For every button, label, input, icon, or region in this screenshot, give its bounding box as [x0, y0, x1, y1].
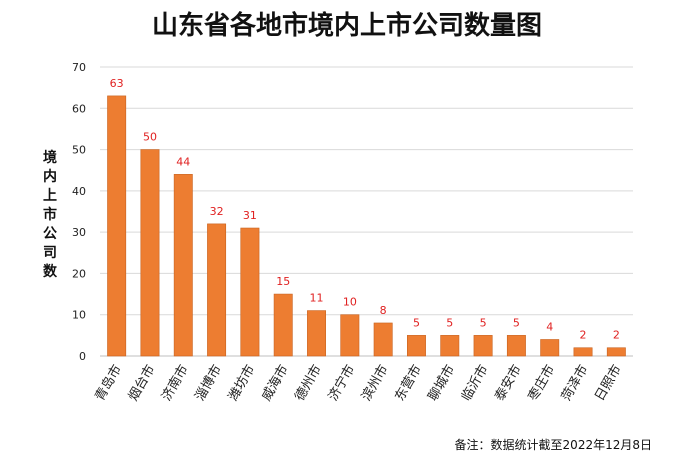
- x-tick-label: 潍坊市: [225, 362, 258, 404]
- data-label: 63: [110, 77, 124, 90]
- bar: [173, 174, 193, 357]
- bar: [273, 293, 293, 357]
- x-axis-labels: 青岛市 烟台市 济南市 淄博市 潍坊市 威海市 德州市 济宁市 滨州市 东营市 聊城市 临沂市 泰安市枣…: [92, 362, 625, 404]
- x-tick-label: 东营市: [392, 362, 425, 404]
- bar: [107, 95, 127, 357]
- x-tick-label: 烟台市: [125, 362, 158, 404]
- data-label: 2: [580, 329, 587, 342]
- x-tick-label: 滨州市: [358, 362, 391, 404]
- bar: [373, 322, 393, 357]
- data-label: 50: [143, 131, 157, 144]
- y-tick-label: 70: [72, 61, 86, 74]
- x-tick-label: 临沂市: [458, 362, 491, 404]
- bar: [473, 335, 493, 357]
- data-label: 15: [276, 275, 290, 288]
- y-tick-label: 50: [72, 144, 86, 157]
- data-label: 5: [446, 316, 453, 329]
- bar: [407, 335, 426, 357]
- data-label: 11: [310, 292, 324, 305]
- bar: [440, 335, 460, 357]
- bar: [506, 335, 526, 357]
- bars: [107, 95, 626, 357]
- y-tick-label: 0: [79, 350, 86, 363]
- x-tick-label: 菏泽市: [558, 362, 591, 404]
- x-tick-label: 日照市: [591, 362, 624, 404]
- x-tick-label: 青岛市: [92, 362, 125, 404]
- y-tick-label: 10: [72, 309, 86, 322]
- bar: [240, 227, 260, 357]
- bar: [140, 149, 160, 357]
- bar: [207, 223, 227, 357]
- x-tick-label: 德州市: [292, 362, 325, 404]
- bar: [307, 310, 326, 357]
- data-label: 4: [546, 320, 553, 333]
- x-tick-label: 枣庄市: [525, 362, 558, 404]
- data-label: 10: [343, 296, 357, 309]
- x-tick-label: 威海市: [258, 362, 291, 404]
- y-tick-label: 60: [72, 102, 86, 115]
- bar: [540, 339, 560, 357]
- data-label: 5: [513, 316, 520, 329]
- chart-title: 山东省各地市境内上市公司数量图: [152, 10, 542, 41]
- data-label: 31: [243, 209, 257, 222]
- y-tick-label: 30: [72, 226, 86, 239]
- data-labels: 63 50 44 32 31 15 11 10 8 5 5 5 5 4 2 2: [110, 77, 620, 342]
- x-tick-label: 济南市: [158, 362, 191, 404]
- data-label: 8: [380, 304, 387, 317]
- bar: [340, 314, 360, 357]
- bar: [606, 347, 626, 357]
- x-tick-label: 济宁市: [325, 362, 358, 404]
- y-tick-label: 20: [72, 267, 86, 280]
- data-label: 5: [480, 316, 487, 329]
- x-tick-label: 淄博市: [192, 362, 225, 404]
- x-tick-label: 聊城市: [425, 362, 458, 404]
- data-label: 44: [176, 155, 190, 168]
- data-label: 32: [210, 205, 224, 218]
- footnote-annotation: 备注：数据统计截至2022年12月8日: [455, 437, 652, 452]
- y-axis-ticks: 0 10 20 30 40 50 60 70: [72, 61, 86, 363]
- x-tick-label: 泰安市: [492, 362, 525, 404]
- data-label: 2: [613, 329, 620, 342]
- y-axis-label: 境内上市公司数: [43, 149, 58, 280]
- bar: [573, 347, 593, 357]
- data-label: 5: [413, 316, 420, 329]
- y-tick-label: 40: [72, 185, 86, 198]
